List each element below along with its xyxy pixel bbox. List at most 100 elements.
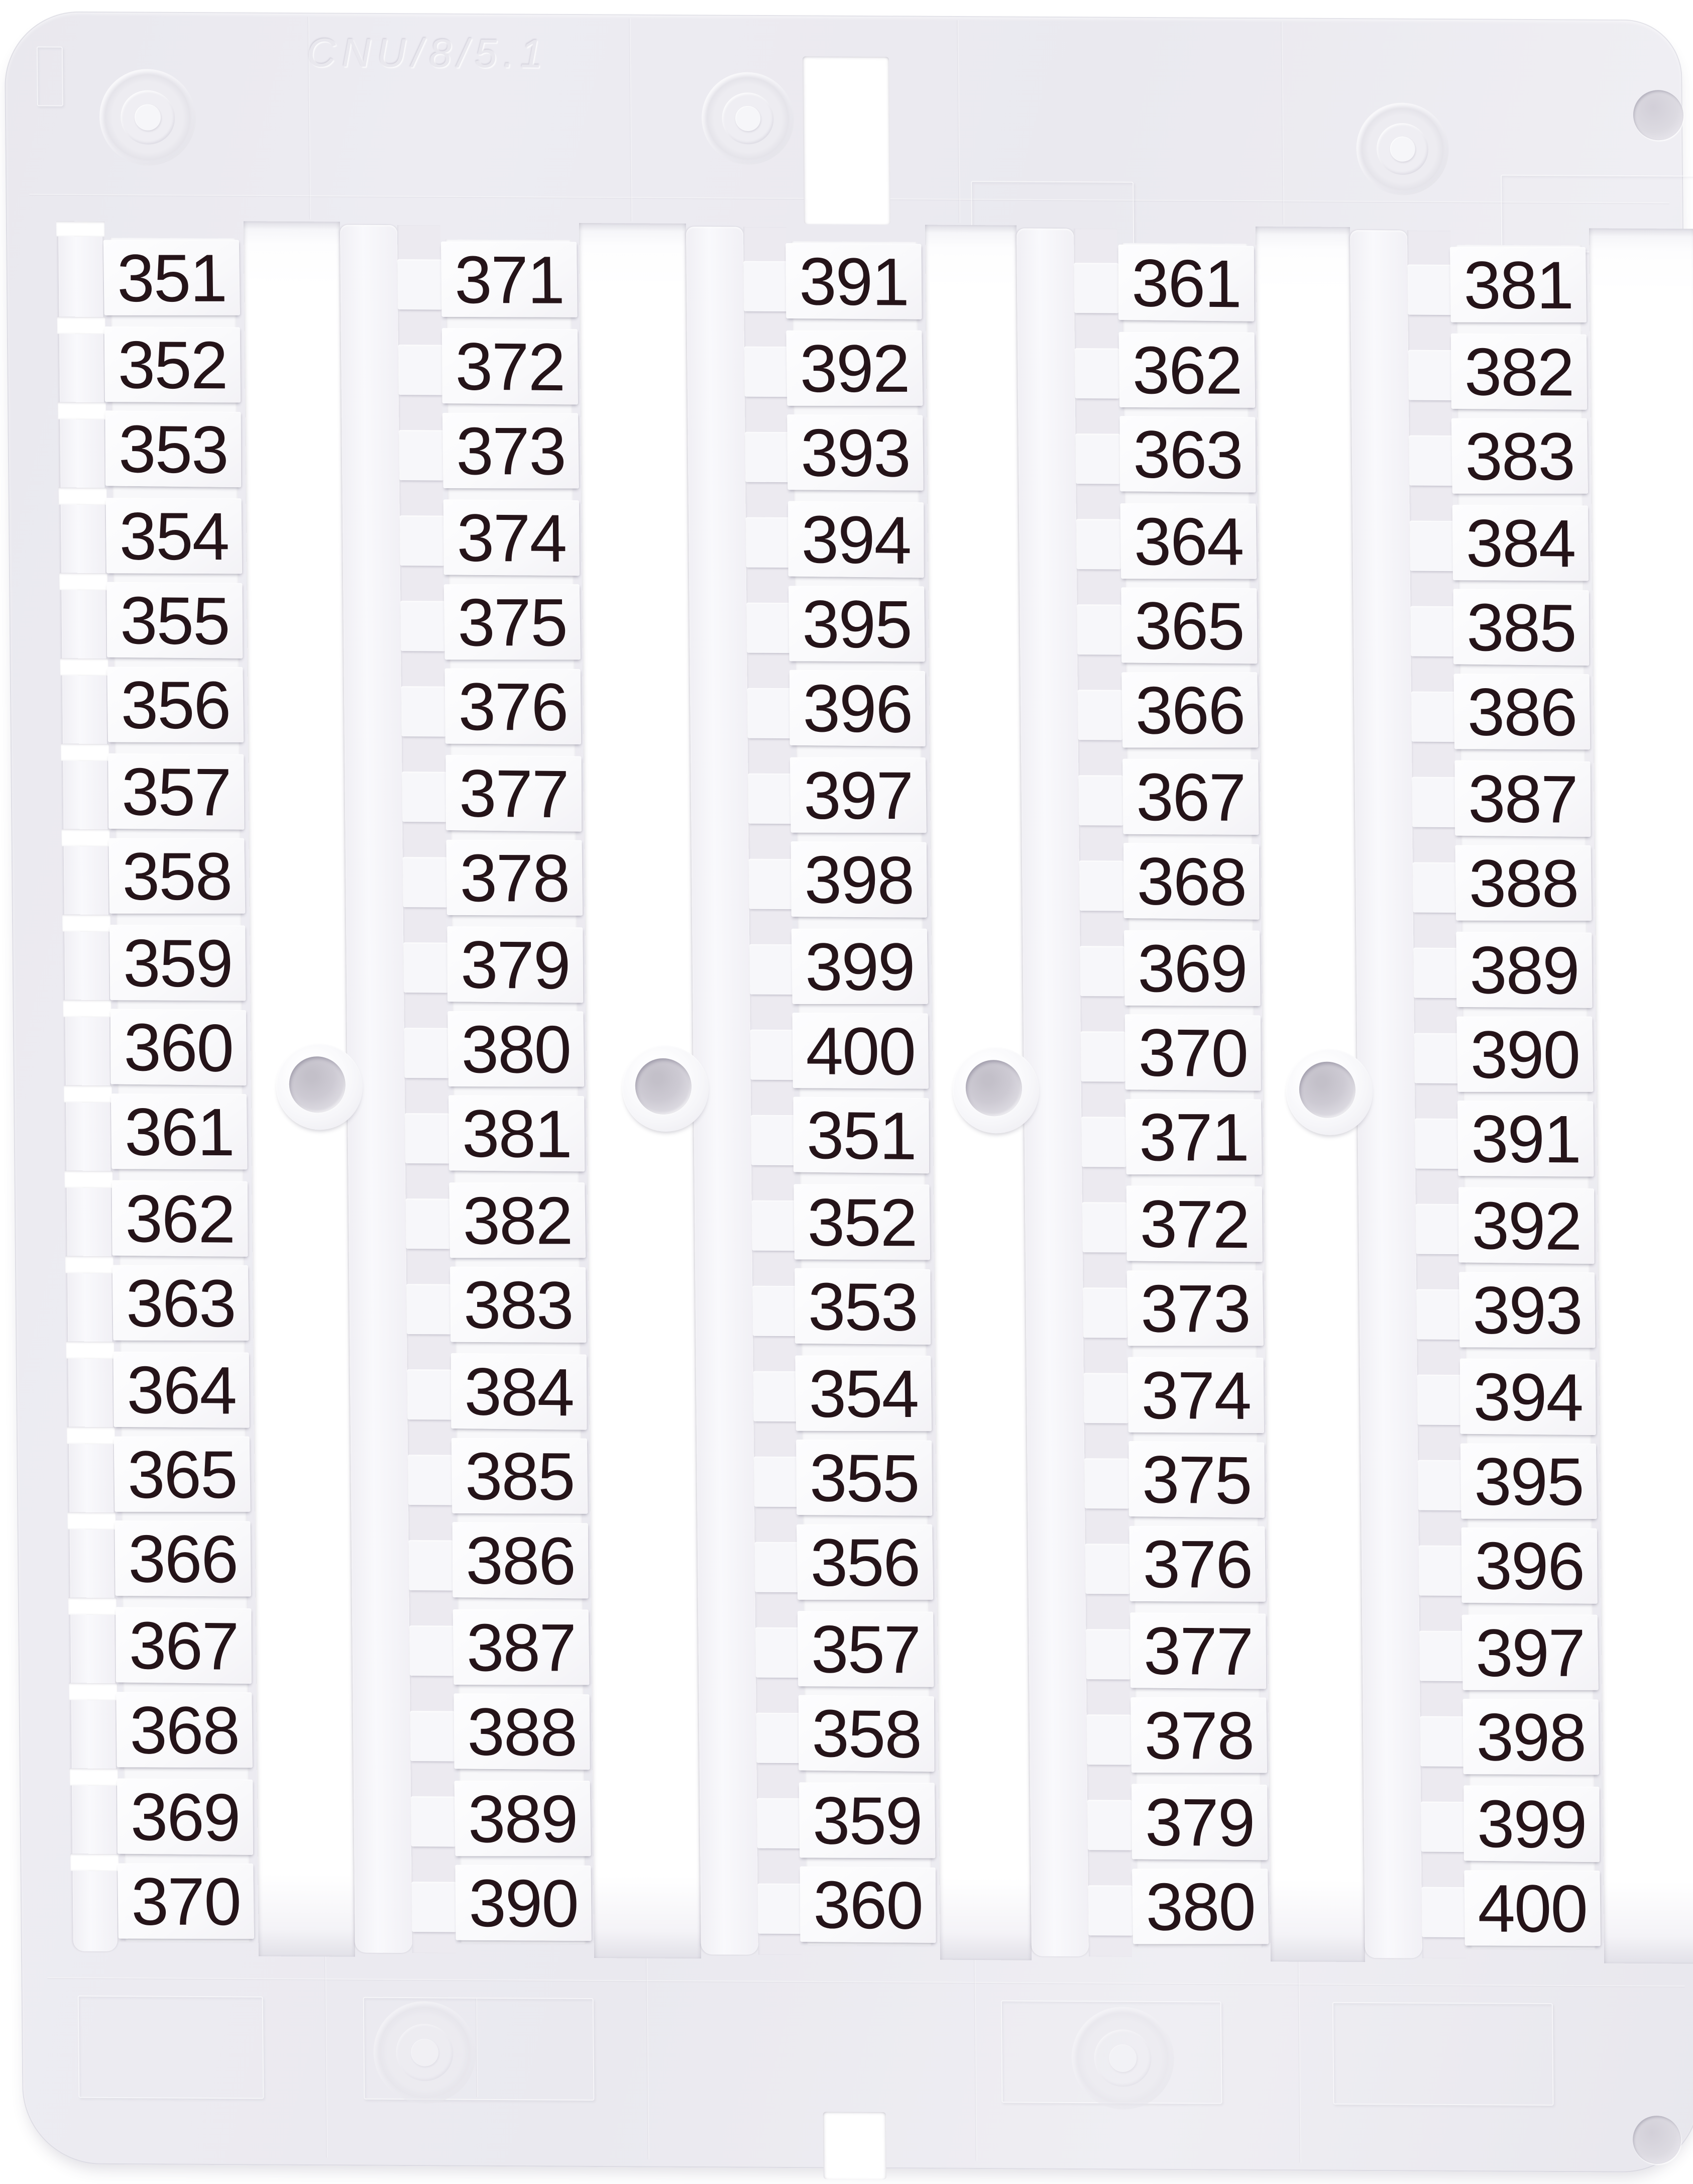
marker-tag: 361 (1118, 244, 1255, 321)
marker-number: 384 (1465, 506, 1575, 582)
marker-number: 380 (1145, 1870, 1256, 1945)
marker-tag: 366 (115, 1520, 251, 1597)
marker-tag: 356 (107, 667, 244, 743)
comb-tooth (1082, 1202, 1127, 1253)
marker-tag: 377 (1130, 1612, 1267, 1690)
marker-tag: 363 (112, 1265, 249, 1341)
comb-tooth (746, 602, 792, 653)
marker-number: 385 (1466, 590, 1576, 666)
comb-tooth (754, 1456, 799, 1507)
marker-tag: 358 (798, 1695, 935, 1773)
rail-cutout (61, 829, 110, 847)
marker-tag: 363 (1119, 416, 1256, 493)
comb-tooth (411, 1882, 457, 1932)
marker-number: 355 (120, 583, 230, 659)
marker-tag: 397 (1461, 1614, 1599, 1691)
marker-number: 382 (1464, 335, 1574, 410)
marker-number: 383 (463, 1267, 574, 1343)
marker-tag: 393 (787, 414, 924, 491)
comb-tooth (1420, 1716, 1465, 1767)
marker-tag: 398 (791, 841, 927, 918)
marker-number: 370 (1138, 1015, 1248, 1091)
marker-number: 379 (1145, 1785, 1255, 1861)
marker-number: 369 (130, 1779, 240, 1855)
molded-boss (1356, 102, 1449, 196)
tag-columns: 351 352 353 354 355 356 357 358 359 360 361 362 363 3… (0, 0, 1693, 1964)
ejector-pin-dimple (1633, 90, 1684, 141)
marker-number: 383 (1464, 419, 1575, 494)
marker-tag: 365 (114, 1436, 251, 1512)
marker-number: 363 (1133, 417, 1243, 493)
marker-number: 400 (1477, 1871, 1588, 1947)
marker-number: 358 (812, 1696, 922, 1773)
comb-tooth (1418, 1545, 1463, 1596)
marker-number: 399 (804, 929, 915, 1005)
marker-number: 377 (1143, 1613, 1253, 1690)
marker-tag: 364 (1120, 503, 1257, 580)
comb-tooth (757, 1798, 802, 1849)
marker-number: 373 (456, 414, 566, 489)
comb-tooth (1412, 777, 1457, 828)
comb-tooth (406, 1284, 452, 1335)
marker-tag: 391 (1457, 1101, 1594, 1177)
marker-number: 389 (467, 1782, 578, 1857)
marker-number: 376 (1142, 1526, 1253, 1602)
comb-tooth (408, 1455, 453, 1505)
marker-number: 387 (1468, 761, 1578, 837)
marker-tag: 358 (108, 838, 246, 914)
comb-tooth (756, 1712, 801, 1764)
marker-tag: 394 (788, 501, 924, 578)
marker-tag: 353 (105, 410, 242, 488)
marker-number: 356 (810, 1525, 920, 1600)
comb-tooth (751, 1200, 797, 1251)
rail-cutout (64, 1170, 113, 1188)
comb-tooth (1407, 264, 1452, 315)
comb-tooth (1083, 1373, 1128, 1424)
marker-tag: 355 (796, 1439, 933, 1516)
comb-tooth (744, 346, 789, 397)
comb-tooth (1086, 1714, 1132, 1765)
marker-number: 378 (459, 840, 570, 916)
marker-tag: 382 (449, 1182, 586, 1258)
bottom-notch-cutout (823, 2112, 886, 2180)
comb-tooth (1087, 1800, 1133, 1850)
marker-number: 357 (121, 754, 232, 830)
comb-tooth (1075, 433, 1120, 484)
marker-tag: 351 (793, 1097, 929, 1174)
marker-tag: 355 (106, 582, 243, 659)
comb-tooth (402, 772, 447, 822)
marker-tag: 394 (1459, 1358, 1596, 1436)
marker-number: 398 (804, 842, 914, 918)
comb-tooth (745, 517, 791, 568)
marker-tag: 387 (453, 1609, 590, 1685)
comb-tooth (1075, 348, 1119, 399)
marker-tag: 398 (1462, 1699, 1599, 1776)
marker-tag: 379 (1132, 1784, 1268, 1861)
comb-tooth (409, 1625, 455, 1676)
marker-number: 366 (1135, 673, 1246, 748)
comb-tooth (1084, 1458, 1130, 1509)
comb-tooth (752, 1285, 798, 1337)
marker-number: 396 (1474, 1528, 1585, 1604)
marker-number: 351 (806, 1098, 916, 1174)
marker-number: 364 (126, 1353, 237, 1429)
marker-tag: 386 (1453, 674, 1591, 750)
mounting-hole (289, 1056, 346, 1113)
marker-tag: 381 (1450, 247, 1587, 323)
marker-tag: 390 (1456, 1016, 1594, 1093)
marker-tag: 381 (448, 1095, 585, 1172)
marker-number: 362 (125, 1181, 235, 1257)
marker-number: 384 (464, 1354, 574, 1431)
marker-number: 375 (457, 585, 568, 661)
marker-number: 398 (1476, 1700, 1586, 1776)
marker-number: 390 (468, 1866, 579, 1941)
marker-number: 370 (131, 1864, 241, 1939)
comb-tooth (1077, 604, 1122, 655)
marker-tag: 360 (800, 1866, 936, 1943)
tag-backing-web (110, 238, 251, 1942)
marker-tag: 392 (1458, 1187, 1595, 1264)
marker-tag: 384 (450, 1353, 587, 1431)
marker-number: 365 (127, 1437, 238, 1512)
comb-tooth (1411, 691, 1456, 742)
marker-tag: 373 (442, 413, 579, 489)
